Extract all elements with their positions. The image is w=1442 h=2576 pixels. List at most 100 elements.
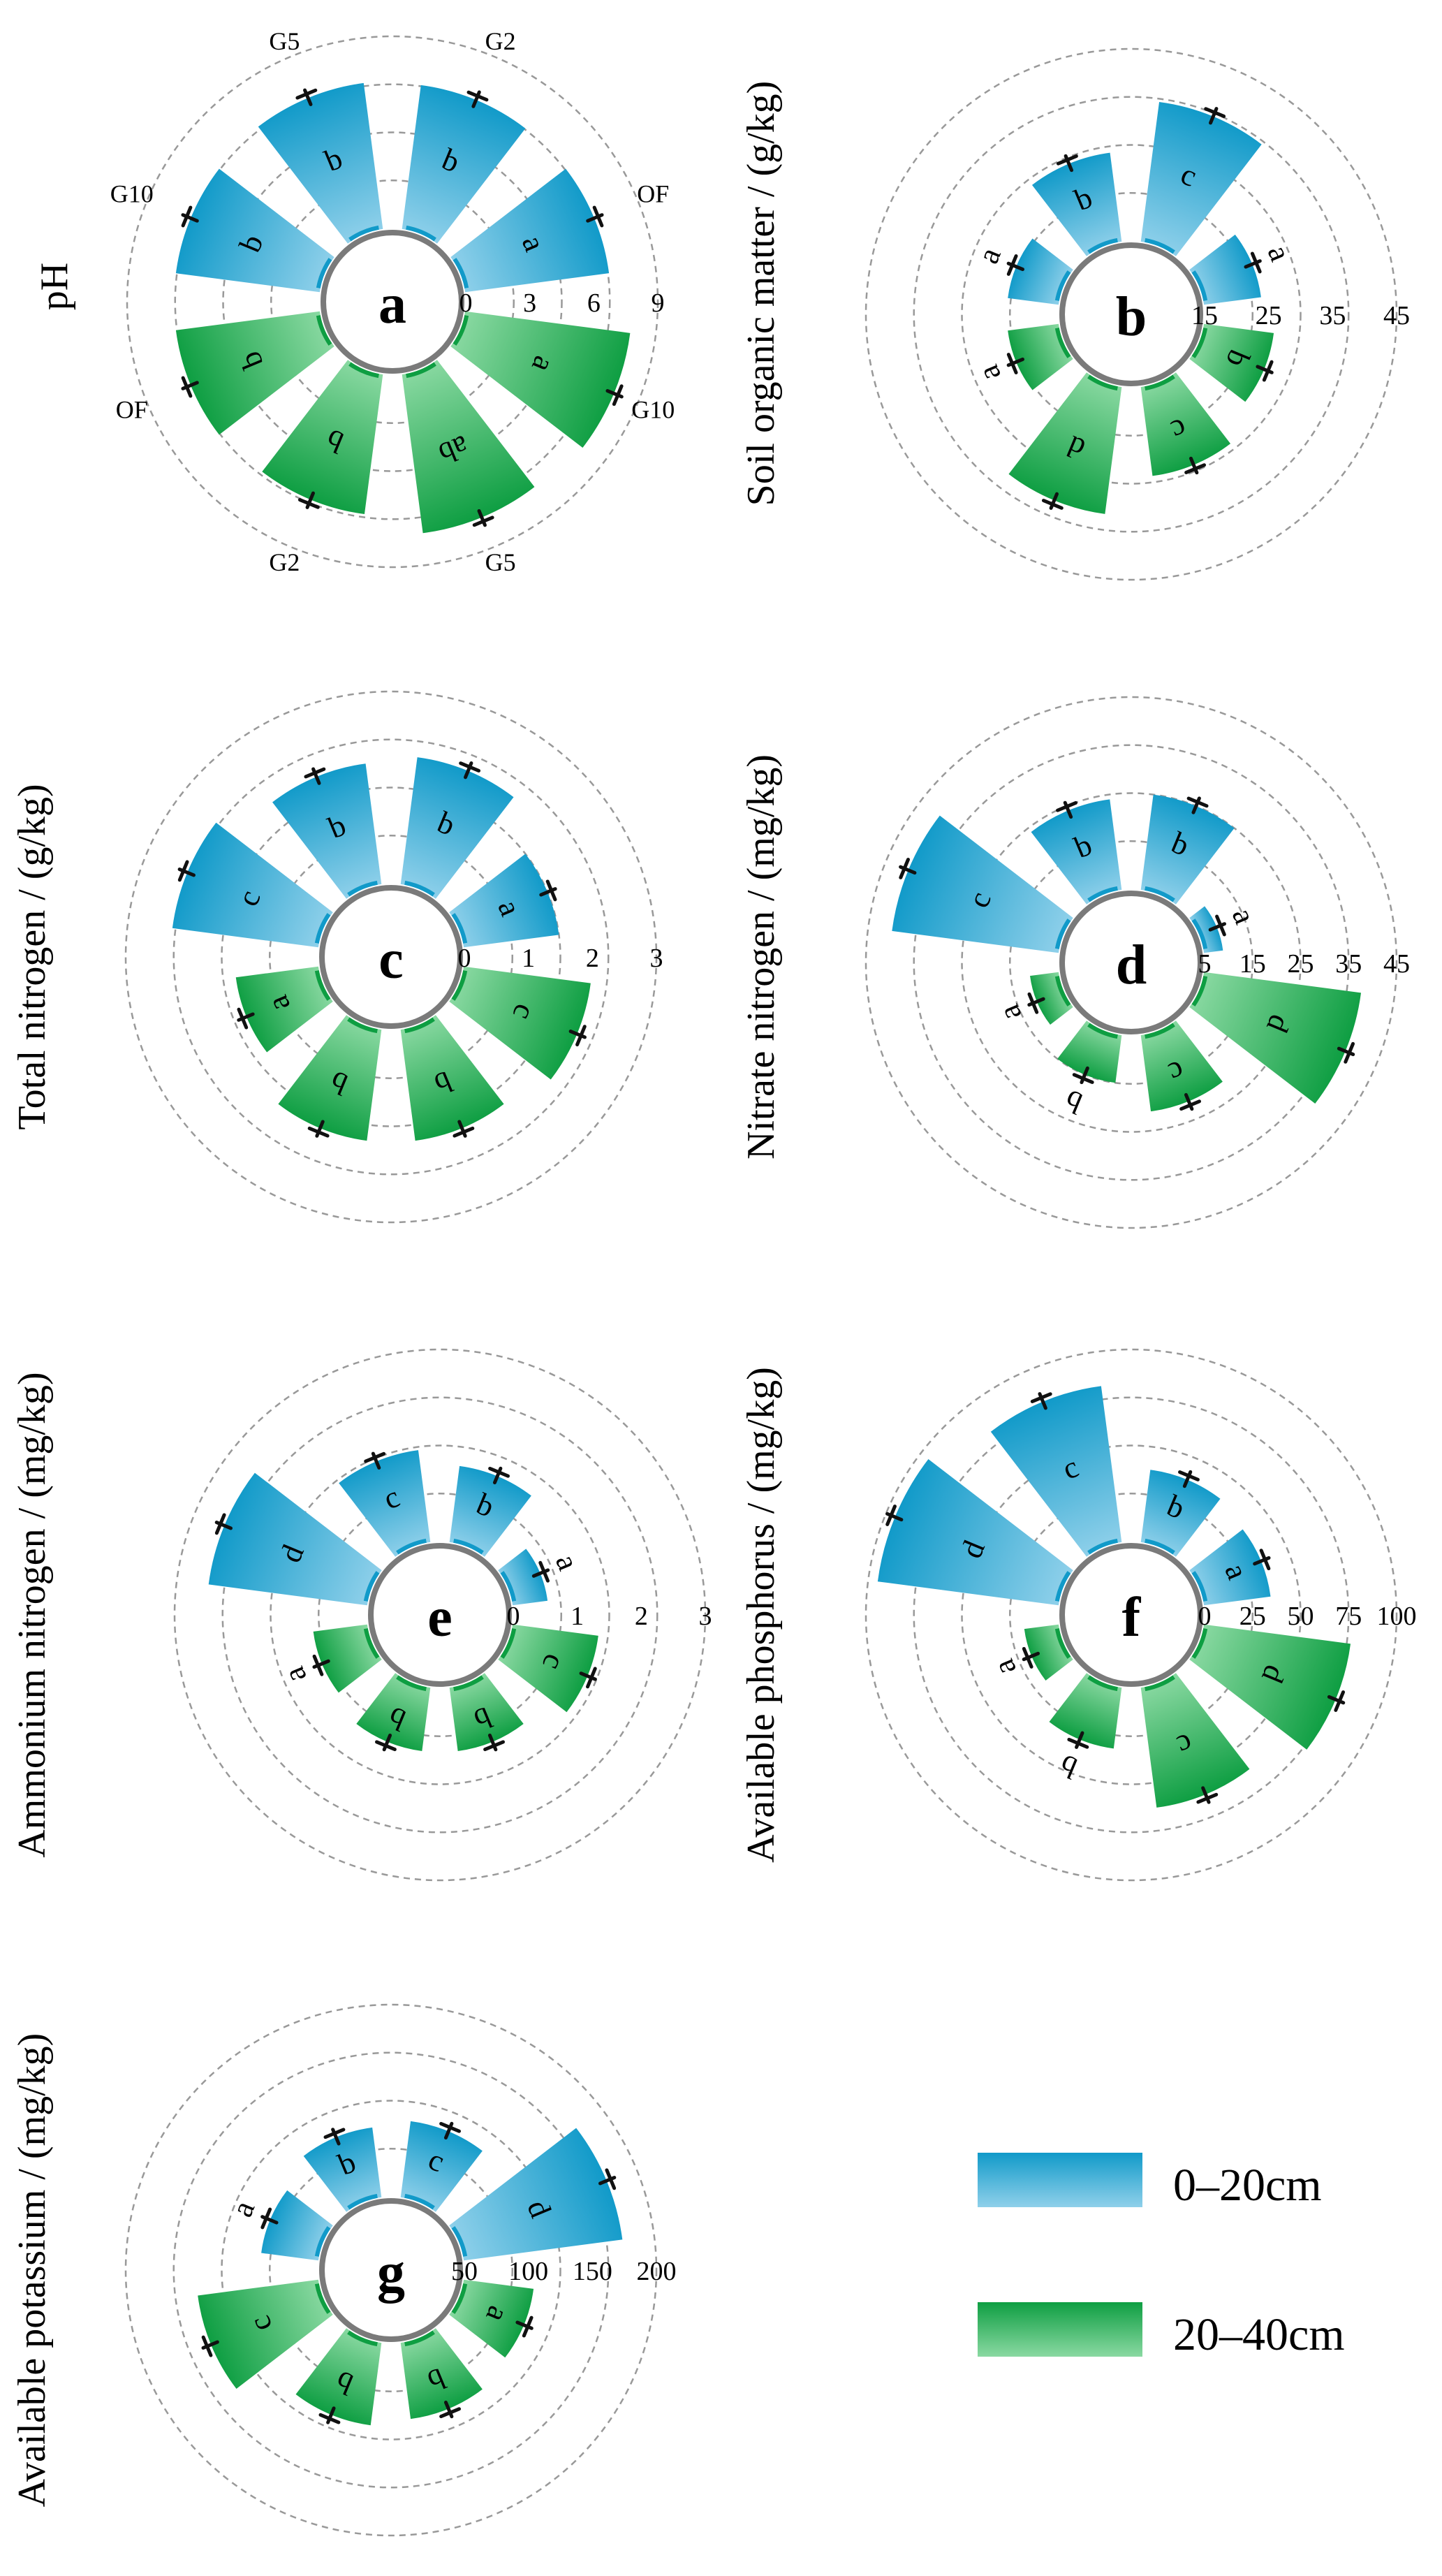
error-bar-cap [612, 384, 624, 407]
bar-base-accent [451, 2226, 468, 2257]
bar-base-accent [314, 913, 331, 944]
bar-group: c [1140, 372, 1231, 476]
y-axis-label: Total nitrogen / (g/kg) [10, 784, 54, 1129]
grid-ring [269, 835, 513, 1079]
center-circle [368, 1543, 512, 1687]
error-bar-cap [318, 2413, 341, 2424]
bar-topsoil [1140, 794, 1235, 905]
error-bar-cap [1030, 1392, 1052, 1403]
bar-subsoil [313, 1624, 382, 1693]
bar-group: b [402, 85, 526, 244]
bar-group: b [262, 360, 383, 515]
bar-subsoil [356, 1673, 431, 1751]
bar-base-accent [500, 1571, 517, 1602]
bar-topsoil [303, 2127, 382, 2212]
error-bar-cap [439, 2407, 462, 2419]
tick-label: 100 [1377, 1602, 1417, 1631]
tick-label: 0 [458, 944, 471, 973]
bar-topsoil [892, 815, 1073, 953]
bar-group: a [450, 311, 631, 448]
bar-subsoil [1008, 323, 1073, 390]
bar-base-accent [1087, 1675, 1118, 1692]
bar-topsoil [400, 757, 514, 899]
error-bar-cap [177, 860, 189, 882]
error-bar-cap [201, 2335, 213, 2357]
bar-base-accent [1191, 976, 1208, 1007]
tick-label: 35 [1335, 949, 1362, 979]
tick-label: 15 [1191, 301, 1218, 330]
grid-ring [124, 2003, 658, 2537]
bar-base-accent [314, 2226, 331, 2257]
grid-ring [865, 47, 1398, 581]
grid-ring [221, 1396, 659, 1834]
bar-group: b [303, 2127, 382, 2212]
tick-label: 15 [1239, 949, 1266, 979]
significance-letter: a [971, 242, 1008, 268]
bar-base-accent [1054, 328, 1071, 358]
tick-label: 2 [586, 944, 599, 973]
bar-subsoil [278, 1015, 382, 1141]
center-circle [1059, 1543, 1203, 1687]
bar-group: b [175, 311, 334, 435]
bar-base-accent [347, 2330, 378, 2347]
bar-group: b [400, 2328, 483, 2420]
bar-base-accent [348, 362, 379, 379]
bar-group: c [1140, 1673, 1250, 1808]
error-bar-cap [1262, 360, 1274, 382]
bar-group: c [1140, 1020, 1223, 1112]
bar-subsoil [198, 2279, 333, 2389]
bar-group: a [235, 966, 333, 1053]
tick-label: 25 [1239, 1602, 1266, 1631]
tick-label: 50 [451, 2257, 478, 2286]
tick-label: 200 [637, 2257, 677, 2286]
bar-base-accent [1087, 237, 1118, 254]
tick-label: 35 [1319, 301, 1346, 330]
tick-label: 0 [459, 288, 473, 318]
bar-base-accent [406, 225, 436, 242]
error-bar-cap [466, 90, 489, 102]
bar-group: b [278, 1015, 382, 1141]
error-bar-cap [237, 1007, 249, 1030]
bar-base-accent [1054, 1628, 1071, 1659]
grid-ring [270, 1444, 610, 1785]
error-bar-cap [1067, 1737, 1089, 1749]
bar-group: b [400, 1015, 504, 1141]
tick-label: 1 [571, 1602, 584, 1631]
tick-label: 45 [1383, 301, 1410, 330]
bar-base-accent [1191, 1628, 1208, 1659]
error-bar-cap [538, 1560, 550, 1583]
error-bar-cap [295, 88, 318, 100]
error-bar-cap [307, 1126, 330, 1138]
y-axis-label: Ammonium nitrogen / (mg/kg) [10, 1372, 54, 1857]
grid-ring [174, 83, 611, 520]
bar-group: a [1189, 1529, 1271, 1606]
bar-subsoil [1189, 323, 1274, 402]
bar-group: b [1140, 1470, 1221, 1557]
bar-base-accent [347, 1017, 378, 1034]
bar-topsoil [172, 822, 333, 948]
bar-group: d [1189, 1624, 1351, 1750]
panel-label: b [1116, 286, 1147, 348]
bar-base-accent [1087, 374, 1118, 391]
tick-label: 75 [1335, 1602, 1362, 1631]
center-circle [319, 2198, 463, 2342]
bar-group: b [1189, 323, 1274, 402]
bar-topsoil [1140, 101, 1262, 256]
bar-group: b [1031, 799, 1122, 905]
bar-group: d [1008, 372, 1122, 514]
grid-ring [913, 744, 1350, 1181]
bar-base-accent [347, 880, 378, 897]
bar-group: c [892, 815, 1073, 953]
error-bar-cap [1022, 1646, 1033, 1669]
bar-base-accent [363, 1628, 380, 1659]
error-bar-cap [453, 1126, 475, 1138]
bar-subsoil [1049, 1673, 1122, 1749]
tick-label: 25 [1288, 949, 1314, 979]
bar-subsoil [450, 311, 631, 448]
bar-base-accent [1145, 374, 1175, 391]
grid-ring [1009, 192, 1253, 437]
error-bar-cap [375, 1740, 397, 1752]
bar-group: b [449, 1465, 531, 1557]
